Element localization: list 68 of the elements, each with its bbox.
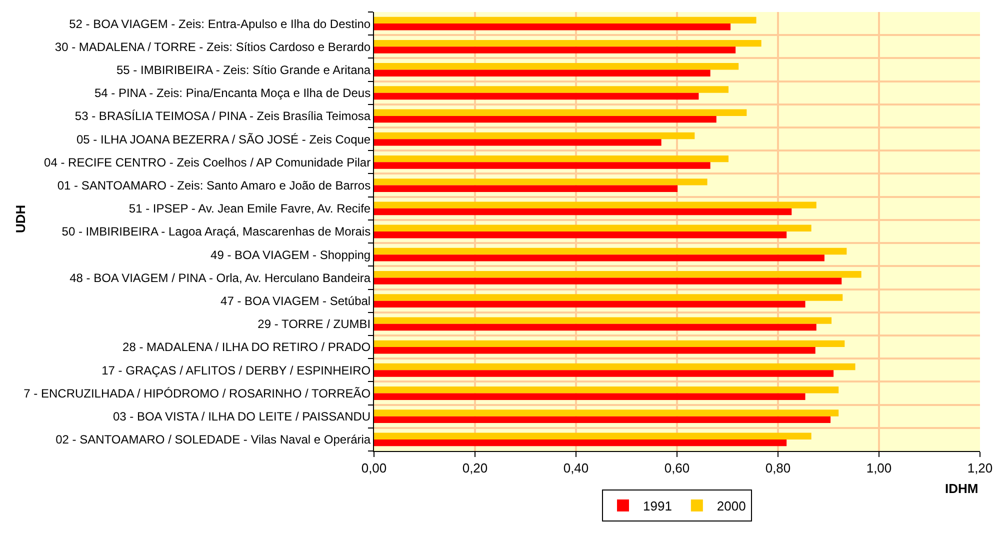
x-tick-label: 0,00 — [361, 460, 387, 476]
bar — [374, 70, 710, 76]
legend-label: 1991 — [643, 498, 672, 514]
bar — [374, 432, 812, 440]
bar — [374, 370, 834, 377]
y-tick-label: 29 - TORRE / ZUMBI — [258, 317, 371, 332]
y-tick-label: 47 - BOA VIAGEM - Setúbal — [220, 294, 371, 308]
y-tick-label: 30 - MADALENA / TORRE - Zeis: Sítios Cardoso e Berardo — [54, 40, 371, 54]
y-tick-label: 52 - BOA VIAGEM - Zeis: Entra-Apulso e Ilha do Destino — [69, 16, 371, 31]
bar — [374, 254, 824, 262]
y-tick-label: 05 - ILHA JOANA BEZERRA / SÃO JOSÉ - Zeis Coque — [76, 132, 371, 146]
bar — [374, 324, 816, 331]
bar — [374, 139, 662, 146]
bar — [374, 40, 762, 47]
y-tick-label: 17 - GRAÇAS / AFLITOS / DERBY / ESPINHEIRO — [102, 363, 371, 378]
bar — [374, 155, 729, 162]
legend-label: 2000 — [716, 498, 746, 514]
bar — [374, 208, 792, 216]
y-tick-label: 02 - SANTOAMARO / SOLEDADE - Vilas Naval e Operária — [56, 432, 371, 447]
y-tick-label: 01 - SANTOAMARO - Zeis: Santo Amaro e João de Barros — [57, 178, 371, 192]
y-tick-label: 28 - MADALENA / ILHA DO RETIRO / PRADO — [122, 340, 371, 354]
x-tick-label: 0,80 — [765, 460, 791, 476]
bar — [374, 439, 787, 446]
y-tick-label: 55 - IMBIRIBEIRA - Zeis: Sítio Grande e Aritana — [116, 62, 371, 77]
bar — [374, 347, 816, 354]
bar — [374, 248, 847, 255]
bar — [374, 416, 831, 424]
bar — [374, 109, 747, 116]
bar — [374, 16, 756, 24]
x-tick-label: 0,60 — [664, 460, 690, 476]
bar — [374, 386, 839, 394]
bar — [374, 24, 731, 30]
bar — [374, 224, 812, 232]
bar — [374, 63, 739, 70]
x-axis-title: IDHM — [945, 481, 978, 496]
bar — [374, 410, 839, 416]
bar — [374, 300, 806, 308]
y-tick-label: 04 - RECIFE CENTRO - Zeis Coelhos / AP Comunidade Pilar — [44, 155, 371, 170]
x-tick-label: 0,20 — [462, 460, 488, 476]
y-tick-label: 51 - IPSEP - Av. Jean Emile Favre, Av. Recife — [128, 202, 371, 216]
bar — [374, 393, 806, 400]
bar — [374, 162, 710, 169]
x-tick-label: 0,40 — [563, 460, 589, 476]
bar — [374, 340, 845, 348]
bar — [374, 116, 716, 123]
y-tick-label: 48 - BOA VIAGEM / PINA - Orla, Av. Herculano Bandeira — [70, 270, 371, 285]
bar — [374, 185, 678, 192]
bar — [374, 232, 787, 238]
bar — [374, 202, 816, 208]
bar — [374, 271, 862, 278]
y-tick-label: 53 - BRASÍLIA TEIMOSA / PINA - Zeis Brasília Teimosa — [74, 109, 371, 124]
y-tick-label: 54 - PINA - Zeis: Pina/Encanta Moça e Ilha de Deus — [94, 86, 371, 100]
x-tick-label: 1,00 — [866, 460, 892, 476]
bar — [374, 178, 708, 186]
y-tick-label: 7 - ENCRUZILHADA / HIPÓDROMO / ROSARINHO / TORREÃO — [24, 386, 371, 400]
bar — [374, 86, 729, 93]
bar — [374, 92, 699, 100]
bar — [374, 363, 856, 370]
y-tick-label: 50 - IMBIRIBEIRA - Lagoa Araçá, Mascarenhas de Morais — [62, 224, 371, 239]
bar — [374, 278, 842, 284]
y-axis-title: UDH — [13, 204, 28, 233]
x-tick-label: 1,20 — [967, 460, 993, 476]
bar — [374, 46, 736, 54]
bar — [374, 132, 695, 140]
y-tick-label: 49 - BOA VIAGEM - Shopping — [210, 248, 371, 262]
y-tick-label: 03 - BOA VISTA / ILHA DO LEITE / PAISSANDU — [112, 410, 371, 424]
bar — [374, 317, 832, 324]
bar — [374, 294, 843, 301]
